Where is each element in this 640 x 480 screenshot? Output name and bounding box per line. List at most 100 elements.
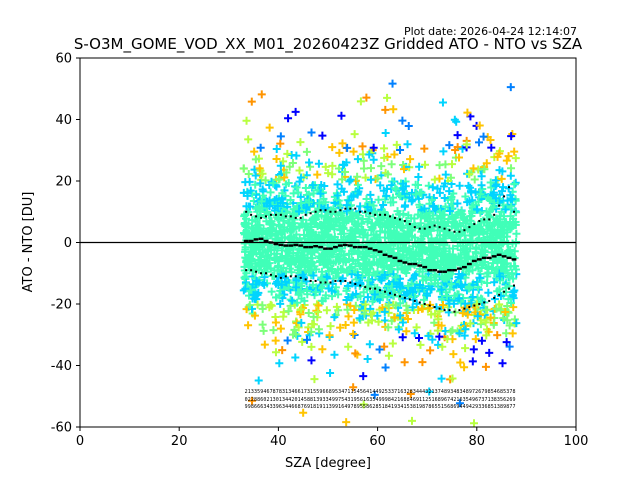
data-point	[417, 188, 426, 197]
bin-count: 5	[503, 389, 506, 395]
data-point	[445, 187, 454, 196]
data-point	[490, 198, 499, 207]
data-point	[332, 302, 341, 311]
data-point	[302, 220, 311, 229]
data-point	[438, 98, 447, 107]
bin-count: 1	[285, 389, 288, 395]
data-point	[353, 155, 362, 164]
bin-count: 6	[304, 404, 307, 410]
data-point	[350, 130, 359, 139]
data-point	[325, 331, 334, 340]
data-point	[506, 83, 515, 92]
bin-count: 8	[329, 389, 332, 395]
data-point	[284, 283, 293, 292]
data-point	[426, 346, 435, 355]
data-point	[497, 227, 506, 236]
bin-count: 8	[500, 389, 503, 395]
upper-std-marker	[314, 210, 317, 213]
data-point	[279, 308, 288, 317]
data-point	[347, 262, 356, 271]
data-point	[283, 149, 292, 158]
data-point	[485, 207, 494, 216]
data-point	[349, 383, 358, 392]
lower-std-marker	[250, 269, 253, 272]
data-point	[466, 183, 475, 192]
data-point	[246, 202, 255, 211]
lower-std-marker	[279, 276, 282, 279]
data-point	[358, 142, 367, 151]
data-point	[421, 160, 430, 169]
data-point	[481, 318, 490, 327]
data-point	[383, 93, 392, 102]
bin-count: 1	[316, 404, 319, 410]
bin-count: 2	[407, 389, 410, 395]
data-point	[495, 285, 504, 294]
data-point	[412, 323, 421, 332]
data-point	[317, 284, 326, 293]
data-point	[297, 318, 306, 327]
data-point	[394, 325, 403, 334]
data-point	[321, 294, 330, 303]
data-point	[471, 335, 480, 344]
bin-count: 9	[248, 404, 251, 410]
bin-count: 9	[347, 404, 350, 410]
data-point	[330, 313, 339, 322]
bin-count: 2	[472, 404, 475, 410]
data-point	[371, 270, 380, 279]
data-point	[293, 298, 302, 307]
data-point	[487, 143, 496, 152]
data-point	[386, 198, 395, 207]
data-point	[420, 204, 429, 213]
bin-count: 6	[447, 404, 450, 410]
bin-count: 8	[456, 389, 459, 395]
bin-count: 8	[488, 389, 491, 395]
data-point	[303, 247, 312, 256]
data-point	[445, 207, 454, 216]
bin-count: 6	[475, 397, 478, 403]
data-point	[386, 232, 395, 241]
data-point	[431, 279, 440, 288]
bin-count: 9	[332, 389, 335, 395]
y-tick-label: -60	[51, 421, 72, 436]
data-point	[405, 227, 414, 236]
upper-std-marker	[289, 215, 292, 218]
bin-count: 5	[360, 389, 363, 395]
data-point	[252, 276, 261, 285]
data-point	[502, 156, 511, 165]
data-point	[370, 247, 379, 256]
upper-std-marker	[393, 216, 396, 219]
data-point	[376, 219, 385, 228]
data-point	[303, 287, 312, 296]
upper-std-marker	[433, 224, 436, 227]
data-point	[295, 166, 304, 175]
data-point	[267, 287, 276, 296]
data-point	[354, 248, 363, 257]
data-point	[406, 155, 415, 164]
bin-count: 5	[407, 404, 410, 410]
data-point	[474, 197, 483, 206]
bin-count: 8	[407, 397, 410, 403]
data-point	[430, 318, 439, 327]
data-point	[436, 257, 445, 266]
bin-count: 1	[351, 389, 354, 395]
lower-std-marker	[359, 284, 362, 287]
data-point	[368, 297, 377, 306]
upper-std-marker	[265, 215, 267, 218]
bin-count: 9	[419, 404, 422, 410]
bin-count: 5	[354, 389, 357, 395]
y-tick-label: 40	[55, 113, 72, 128]
data-point	[401, 201, 410, 210]
data-point	[308, 181, 317, 190]
data-point	[477, 172, 486, 181]
data-point	[240, 210, 249, 219]
data-point	[360, 261, 369, 270]
data-point	[439, 237, 448, 246]
data-point	[296, 138, 305, 147]
data-point	[316, 220, 325, 229]
data-point	[317, 211, 326, 220]
bin-count: 1	[397, 389, 400, 395]
data-point	[307, 128, 316, 137]
bin-count: 8	[298, 404, 301, 410]
